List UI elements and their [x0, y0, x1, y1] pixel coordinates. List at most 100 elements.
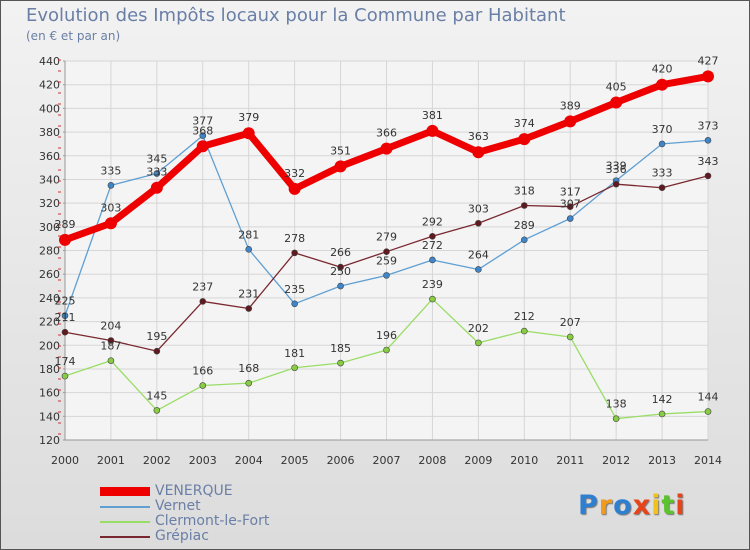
- data-label: 351: [330, 144, 351, 157]
- data-point: [383, 346, 390, 354]
- data-label: 211: [55, 311, 76, 324]
- data-point: [107, 182, 115, 189]
- data-point: [61, 372, 69, 380]
- data-point: [429, 232, 436, 240]
- data-label: 174: [55, 355, 76, 368]
- data-label: 368: [192, 124, 213, 137]
- data-label: 381: [422, 109, 443, 122]
- legend-label: Vernet: [155, 498, 201, 514]
- data-point: [518, 133, 531, 146]
- data-label: 336: [606, 163, 627, 176]
- legend-swatch: [100, 535, 150, 538]
- data-label: 142: [652, 393, 673, 406]
- y-tick-label: 120: [39, 434, 60, 447]
- logo-letter: r: [598, 490, 614, 521]
- data-point: [383, 272, 390, 279]
- logo-letter: P: [578, 490, 599, 521]
- y-tick-label: 340: [39, 173, 60, 186]
- data-point: [245, 305, 253, 312]
- data-point: [337, 282, 344, 290]
- data-label: 138: [606, 398, 627, 411]
- data-point: [566, 203, 574, 210]
- data-point: [150, 181, 163, 194]
- data-label: 145: [146, 389, 167, 402]
- data-label: 405: [606, 80, 627, 93]
- data-label: 317: [560, 186, 581, 199]
- data-label: 281: [238, 228, 259, 241]
- data-label: 307: [560, 198, 581, 211]
- data-label: 235: [284, 283, 305, 296]
- data-label: 289: [514, 219, 535, 232]
- data-point: [704, 172, 712, 180]
- x-tick-label: 2001: [97, 454, 125, 467]
- legend-swatch: [100, 487, 150, 496]
- data-point: [199, 298, 207, 305]
- data-label: 239: [422, 278, 443, 291]
- data-label: 332: [284, 167, 305, 180]
- data-label: 389: [560, 99, 581, 112]
- data-label: 202: [468, 322, 489, 335]
- data-label: 279: [376, 231, 397, 244]
- data-point: [61, 312, 69, 319]
- x-tick-label: 2012: [602, 454, 630, 467]
- data-point: [704, 137, 712, 144]
- data-point: [383, 248, 390, 255]
- x-tick-label: 2000: [51, 454, 79, 467]
- logo-letter: i: [675, 490, 686, 521]
- data-label: 187: [100, 340, 121, 353]
- logo-letter: i: [651, 490, 662, 521]
- data-point: [107, 337, 115, 344]
- logo-letter: o: [613, 490, 633, 521]
- proxiti-logo: Proxiti: [578, 490, 686, 521]
- data-point: [429, 295, 436, 303]
- data-labels: 289 303 333 368 379 332 351 366 381 363 374 389 405 4…: [55, 54, 719, 410]
- data-label: 370: [652, 123, 673, 136]
- data-point: [245, 246, 253, 253]
- x-tick-label: 2009: [464, 454, 492, 467]
- axes: 120 140 160 180 200 220 240 260 280 300 320 340 360 3…: [39, 55, 722, 467]
- x-tick-label: 2004: [235, 454, 263, 467]
- data-label: 166: [192, 365, 213, 378]
- data-point: [199, 382, 207, 389]
- legend-swatch: [100, 520, 150, 523]
- data-point: [291, 364, 298, 372]
- data-point: [702, 70, 714, 83]
- data-label: 225: [55, 295, 76, 308]
- y-tick-label: 360: [39, 150, 60, 163]
- data-point: [337, 359, 344, 367]
- y-tick-label: 440: [39, 55, 60, 68]
- data-label: 366: [376, 127, 397, 140]
- data-label: 259: [376, 254, 397, 267]
- data-label: 379: [238, 111, 259, 124]
- legend-label: VENERQUE: [155, 483, 233, 499]
- x-tick-label: 2006: [327, 454, 355, 467]
- data-label: 303: [468, 202, 489, 215]
- data-point: [520, 202, 528, 209]
- y-tick-label: 320: [39, 197, 60, 210]
- x-tick-label: 2014: [694, 454, 722, 467]
- x-tick-label: 2003: [189, 454, 217, 467]
- data-label: 420: [652, 63, 673, 76]
- data-point: [658, 184, 666, 192]
- y-tick-label: 200: [39, 339, 60, 352]
- data-point: [475, 339, 482, 347]
- legend: VENERQUE Vernet Clermont-le-Fort Grépiac: [100, 484, 269, 544]
- data-point: [107, 357, 115, 364]
- x-tick-label: 2013: [648, 454, 676, 467]
- data-point: [104, 217, 117, 230]
- data-point: [291, 300, 298, 308]
- x-tick-label: 2011: [556, 454, 584, 467]
- series: [59, 70, 714, 422]
- data-point: [291, 249, 298, 257]
- data-label: 195: [146, 330, 167, 343]
- x-tick-label: 2010: [510, 454, 538, 467]
- data-label: 343: [698, 155, 719, 168]
- data-point: [656, 78, 669, 91]
- data-label: 377: [192, 115, 213, 128]
- data-point: [564, 115, 577, 128]
- data-label: 185: [330, 342, 351, 355]
- x-tick-label: 2007: [373, 454, 401, 467]
- data-label: 318: [514, 184, 535, 197]
- data-point: [380, 142, 393, 155]
- data-point: [199, 132, 207, 139]
